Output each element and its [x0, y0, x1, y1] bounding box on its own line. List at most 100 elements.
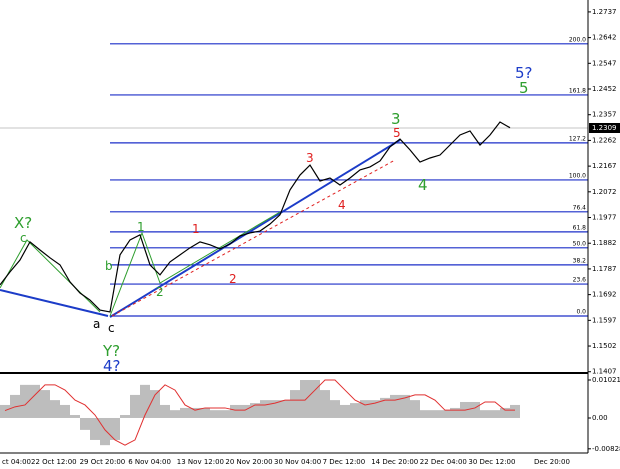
osc-bar — [50, 400, 60, 418]
x-tick-label: 22 Dec 04:00 — [420, 458, 467, 466]
y-tick-label: 1.2167 — [592, 162, 617, 170]
x-tick-label: 14 Dec 20:00 — [371, 458, 418, 466]
osc-bar — [500, 407, 510, 418]
wave-lines — [0, 139, 401, 318]
osc-bar — [420, 410, 430, 418]
y-tick-label: 0.00 — [592, 414, 608, 422]
wave-label: 1 — [192, 222, 200, 236]
fib-label: 161.8 — [569, 87, 586, 94]
osc-bar — [240, 404, 250, 418]
x-tick-label: Dec 20:00 — [534, 458, 570, 466]
osc-bar — [30, 384, 40, 418]
fib-label: 200.0 — [569, 36, 586, 43]
osc-bar — [260, 400, 270, 418]
x-tick-label: 13 Nov 12:00 — [177, 458, 224, 466]
osc-bar — [20, 384, 30, 418]
fib-label: 50.0 — [573, 240, 587, 247]
osc-bar — [210, 410, 220, 418]
wave-label: 1 — [137, 220, 145, 234]
x-tick-label: 6 Nov 04:00 — [128, 458, 171, 466]
osc-bar — [310, 380, 320, 418]
osc-bar — [220, 410, 230, 418]
wave-label: a — [93, 317, 100, 331]
osc-bar — [100, 417, 110, 446]
wave-label: 5? — [515, 64, 533, 82]
wave-label: Y? — [102, 342, 120, 360]
osc-bar — [390, 394, 400, 418]
fib-label: 38.2 — [573, 257, 587, 264]
signal-line — [4, 379, 515, 446]
osc-bar — [280, 400, 290, 418]
y-tick-label: 1.2357 — [592, 111, 617, 119]
y-tick-label: 1.2547 — [592, 59, 617, 67]
wave-label: 5 — [393, 126, 401, 140]
wave-label: c — [108, 321, 115, 335]
osc-bar — [360, 400, 370, 418]
fib-label: 61.8 — [573, 224, 587, 231]
y-tick-label: 1.2262 — [592, 136, 617, 144]
osc-bar — [450, 407, 460, 418]
osc-bar — [140, 384, 150, 418]
osc-bar — [170, 410, 180, 418]
fib-label: 23.6 — [573, 277, 587, 284]
osc-bar — [340, 404, 350, 418]
wave-label: b — [105, 259, 113, 273]
osc-bar — [80, 417, 90, 430]
trend-line — [111, 159, 396, 317]
osc-bar — [190, 407, 200, 418]
wave-label: X? — [14, 214, 32, 232]
osc-bar — [470, 401, 480, 418]
y-tick-label: 1.2072 — [592, 188, 617, 196]
wave-label: 3 — [306, 151, 314, 165]
osc-bar — [320, 390, 330, 418]
wave-label: 4? — [103, 357, 121, 375]
y-tick-label: 1.1977 — [592, 214, 617, 222]
osc-bar — [90, 417, 100, 440]
x-tick-label: 29 Oct 20:00 — [80, 458, 126, 466]
trend-line — [0, 289, 109, 317]
osc-bar — [410, 400, 420, 418]
osc-bar — [150, 390, 160, 418]
y-tick-label: 1.1882 — [592, 239, 617, 247]
y-tick-label: 1.2452 — [592, 85, 617, 93]
osc-bar — [250, 403, 260, 418]
osc-bar — [370, 400, 380, 418]
y-tick-label: 0.01021 — [592, 376, 620, 384]
annotations: X? c b a c Y? 4? 1 2 1 2 3 4 3 5 4 5? 5 — [14, 64, 533, 375]
wave-label: 3 — [391, 110, 401, 128]
y-tick-label: 1.1407 — [592, 368, 617, 376]
x-tick-label: ct 04:00 — [2, 458, 31, 466]
osc-bar — [400, 394, 410, 418]
wave-label: 5 — [519, 79, 529, 97]
x-tick-label: 7 Dec 12:00 — [323, 458, 366, 466]
wave-label: 2 — [156, 285, 164, 299]
osc-bar — [300, 380, 310, 418]
price-line — [0, 121, 511, 313]
osc-bar — [180, 407, 190, 418]
fib-label: 100.0 — [569, 172, 586, 179]
wave-label: 4 — [418, 176, 428, 194]
y-tick-label: 1.1597 — [592, 316, 617, 324]
osc-bar — [430, 410, 440, 418]
osc-bar — [270, 400, 280, 418]
osc-bar — [230, 404, 240, 418]
x-tick-label: 30 Dec 12:00 — [468, 458, 515, 466]
y-tick-label: 1.1502 — [592, 342, 617, 350]
trend-line — [109, 139, 401, 318]
osc-bar — [110, 417, 120, 440]
osc-bar — [510, 404, 520, 418]
osc-bar — [440, 410, 450, 418]
x-tick-label: 30 Nov 04:00 — [274, 458, 321, 466]
osc-bar — [200, 407, 210, 418]
fib-label: 0.0 — [576, 308, 586, 315]
osc-bar — [40, 390, 50, 418]
wave-label: c — [20, 231, 27, 245]
y-tick-label: -0.00828 — [592, 445, 620, 453]
osc-bar — [330, 400, 340, 418]
wave-label: 2 — [229, 272, 237, 286]
osc-bar — [130, 394, 140, 418]
osc-bar — [120, 415, 130, 418]
x-tick-label: 20 Nov 20:00 — [225, 458, 272, 466]
x-tick-label: 22 Oct 12:00 — [31, 458, 77, 466]
osc-bar — [380, 397, 390, 418]
